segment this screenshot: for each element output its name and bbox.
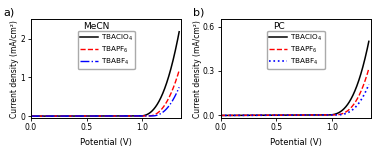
Legend: TBAClO$_4$, TBAPF$_6$, TBABF$_4$: TBAClO$_4$, TBAPF$_6$, TBABF$_4$ [267,31,325,69]
Y-axis label: Current density (mA/cm²): Current density (mA/cm²) [10,20,19,118]
Legend: TBAClO$_4$, TBAPF$_6$, TBABF$_4$: TBAClO$_4$, TBAPF$_6$, TBABF$_4$ [77,31,135,69]
X-axis label: Potential (V): Potential (V) [270,138,322,147]
Text: a): a) [4,7,15,17]
Text: b): b) [194,7,205,17]
X-axis label: Potential (V): Potential (V) [80,138,132,147]
Text: PC: PC [273,22,285,31]
Y-axis label: Current density (mA/cm²): Current density (mA/cm²) [192,20,201,118]
Text: MeCN: MeCN [84,22,110,31]
